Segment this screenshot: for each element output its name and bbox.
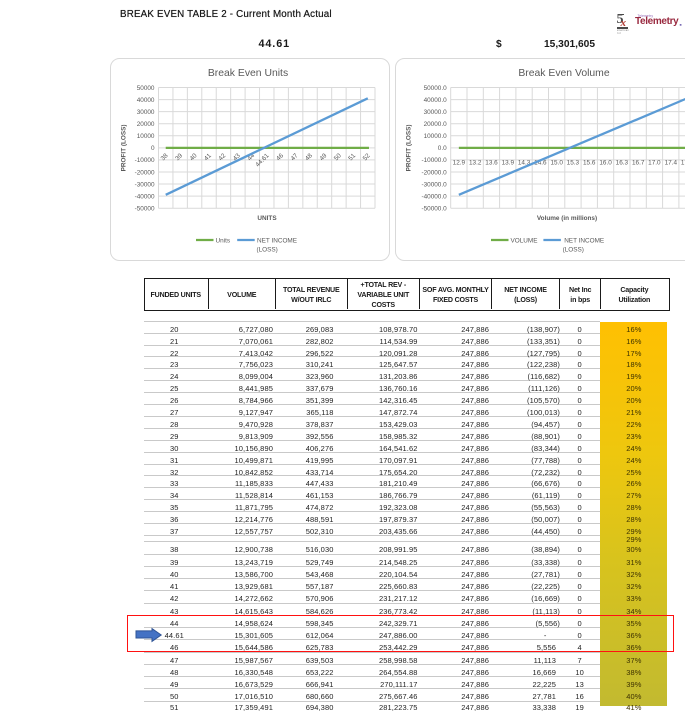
svg-text:17.4: 17.4 <box>665 159 678 166</box>
svg-text:-50000.0: -50000.0 <box>421 206 447 213</box>
svg-text:13.9: 13.9 <box>502 159 515 166</box>
svg-text:0.0: 0.0 <box>438 145 447 152</box>
svg-text:-50000: -50000 <box>135 206 155 213</box>
svg-text:16.0: 16.0 <box>599 159 612 166</box>
svg-text:-20000: -20000 <box>135 169 155 176</box>
svg-text:(LOSS): (LOSS) <box>563 247 584 254</box>
svg-text:(LOSS): (LOSS) <box>257 247 278 254</box>
svg-text:NET INCOME: NET INCOME <box>564 238 604 245</box>
svg-text:-10000: -10000 <box>135 157 155 164</box>
svg-text:PROFIT (LOSS): PROFIT (LOSS) <box>406 124 413 171</box>
svg-text:20000: 20000 <box>137 121 155 128</box>
svg-text:PROFIT (LOSS): PROFIT (LOSS) <box>121 124 128 171</box>
svg-text:15.6: 15.6 <box>583 159 596 166</box>
svg-text:20000.0: 20000.0 <box>424 121 448 128</box>
svg-text:-40000: -40000 <box>135 193 155 200</box>
svg-text:Break Even Volume: Break Even Volume <box>518 68 609 79</box>
svg-text:-40000.0: -40000.0 <box>421 193 447 200</box>
svg-text:-30000.0: -30000.0 <box>421 181 447 188</box>
svg-text:17.0: 17.0 <box>648 159 661 166</box>
svg-text:15.0: 15.0 <box>550 159 563 166</box>
svg-text:-30000: -30000 <box>135 181 155 188</box>
svg-text:NET INCOME: NET INCOME <box>257 238 297 245</box>
svg-text:-20000.0: -20000.0 <box>421 169 447 176</box>
svg-text:50000: 50000 <box>137 85 155 92</box>
svg-text:17.7: 17.7 <box>681 159 685 166</box>
svg-text:16.3: 16.3 <box>616 159 629 166</box>
svg-text:16.7: 16.7 <box>632 159 645 166</box>
svg-text:-10000.0: -10000.0 <box>421 157 447 164</box>
svg-text:UNITS: UNITS <box>257 215 277 222</box>
svg-text:30000: 30000 <box>137 109 155 116</box>
svg-text:12.9: 12.9 <box>453 159 466 166</box>
svg-text:40000: 40000 <box>137 97 155 104</box>
svg-text:10000.0: 10000.0 <box>424 133 448 140</box>
svg-text:10000: 10000 <box>137 133 155 140</box>
svg-text:Break Even Units: Break Even Units <box>208 68 288 79</box>
svg-text:13.6: 13.6 <box>485 159 498 166</box>
svg-text:15.3: 15.3 <box>567 159 580 166</box>
svg-text:0: 0 <box>151 145 155 152</box>
svg-text:Units: Units <box>216 238 231 245</box>
svg-text:50000.0: 50000.0 <box>424 85 448 92</box>
svg-text:40000.0: 40000.0 <box>424 97 448 104</box>
svg-text:13.2: 13.2 <box>469 159 482 166</box>
svg-text:Volume (in millions): Volume (in millions) <box>537 215 597 222</box>
svg-text:30000.0: 30000.0 <box>424 109 448 116</box>
svg-text:VOLUME: VOLUME <box>511 238 538 245</box>
